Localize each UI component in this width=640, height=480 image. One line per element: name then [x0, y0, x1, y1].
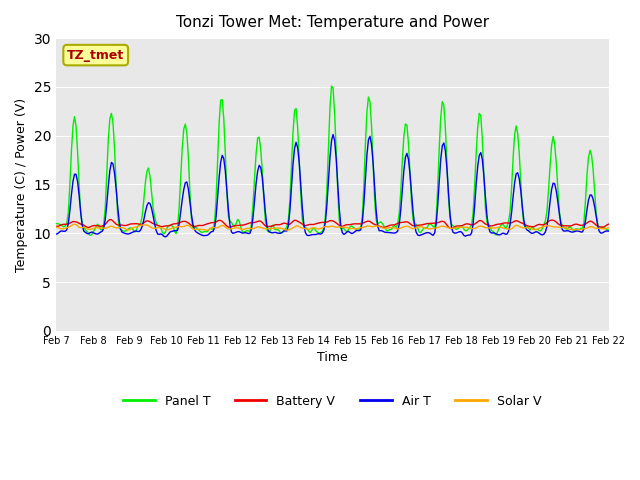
Panel T [328, 83, 335, 89]
Battery V [246, 220, 254, 226]
Air T [577, 229, 585, 235]
Air T [161, 234, 169, 240]
Solar V [203, 228, 211, 233]
Solar V [577, 227, 585, 232]
Battery V [122, 223, 129, 228]
Panel T [295, 156, 303, 162]
Battery V [448, 226, 456, 231]
Solar V [220, 223, 228, 228]
Solar V [297, 225, 305, 230]
Air T [329, 132, 337, 137]
Panel T [218, 97, 226, 103]
Solar V [248, 226, 255, 231]
Solar V [70, 221, 78, 227]
Battery V [106, 216, 114, 222]
Line: Air T: Air T [56, 134, 609, 237]
Air T [246, 230, 254, 236]
Panel T [86, 232, 93, 238]
Panel T [246, 228, 254, 234]
Solar V [239, 227, 246, 232]
Line: Solar V: Solar V [56, 224, 609, 230]
Panel T [52, 221, 60, 227]
Solar V [605, 225, 612, 231]
X-axis label: Time: Time [317, 351, 348, 364]
Air T [295, 159, 303, 165]
Solar V [122, 226, 129, 232]
Panel T [605, 228, 612, 233]
Panel T [237, 224, 244, 230]
Solar V [52, 224, 60, 230]
Air T [120, 230, 127, 236]
Air T [218, 153, 226, 158]
Line: Battery V: Battery V [56, 219, 609, 228]
Battery V [52, 224, 60, 229]
Battery V [295, 219, 303, 225]
Title: Tonzi Tower Met: Temperature and Power: Tonzi Tower Met: Temperature and Power [176, 15, 489, 30]
Text: TZ_tmet: TZ_tmet [67, 48, 124, 61]
Panel T [122, 228, 129, 234]
Line: Panel T: Panel T [56, 86, 609, 235]
Air T [52, 231, 60, 237]
Battery V [237, 222, 244, 228]
Panel T [577, 226, 585, 231]
Y-axis label: Temperature (C) / Power (V): Temperature (C) / Power (V) [15, 97, 28, 272]
Air T [605, 228, 612, 234]
Legend: Panel T, Battery V, Air T, Solar V: Panel T, Battery V, Air T, Solar V [118, 390, 546, 413]
Battery V [605, 221, 612, 227]
Battery V [218, 218, 226, 224]
Battery V [577, 223, 585, 228]
Air T [237, 229, 244, 235]
